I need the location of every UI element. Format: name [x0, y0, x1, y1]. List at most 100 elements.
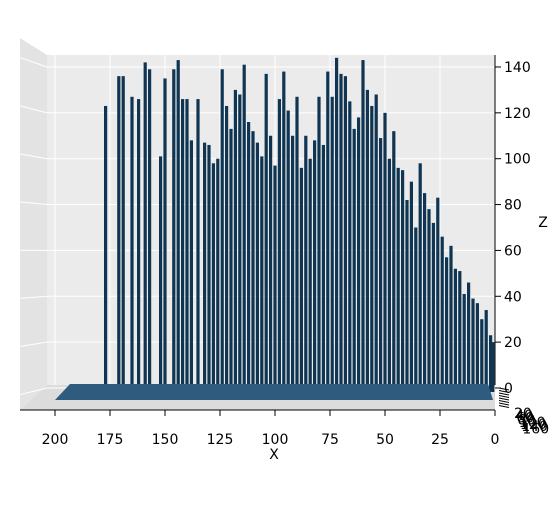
bar	[321, 144, 325, 392]
bar	[121, 76, 125, 392]
bar	[365, 89, 369, 392]
bar	[185, 99, 189, 392]
bar	[370, 105, 374, 392]
bar	[423, 193, 427, 392]
z-tick-label: 20	[504, 335, 522, 351]
bar	[255, 142, 259, 392]
bar	[203, 142, 207, 392]
bars	[104, 57, 495, 393]
bar	[330, 96, 334, 392]
bar	[229, 128, 233, 393]
bar	[148, 69, 152, 392]
bar	[436, 197, 440, 392]
bar	[295, 96, 299, 392]
bar	[401, 170, 405, 392]
x-tick-label: 50	[376, 432, 394, 448]
bar	[117, 76, 121, 392]
bar	[392, 131, 396, 392]
bar	[453, 268, 457, 392]
grid-line-z-side	[19, 341, 48, 347]
bar	[260, 156, 264, 392]
y-tick-label: 140	[521, 419, 548, 435]
bar	[163, 78, 167, 392]
y-tick-mark	[498, 397, 510, 401]
bar	[475, 303, 479, 392]
bar	[357, 117, 361, 393]
z-tick-label: 80	[504, 198, 522, 214]
bar	[308, 158, 312, 392]
bar	[216, 158, 220, 392]
bar	[273, 165, 277, 392]
bar	[335, 57, 339, 393]
x-tick-label: 100	[262, 432, 289, 448]
bar	[409, 181, 413, 392]
bar	[379, 138, 383, 392]
x-tick-label: 75	[321, 432, 339, 448]
bar	[462, 293, 466, 392]
grid-line-z-side	[19, 201, 48, 206]
grid-line-z-side	[19, 387, 48, 396]
bar	[484, 310, 488, 392]
bar	[172, 69, 176, 392]
bar	[130, 96, 134, 392]
z-tick-label: 120	[504, 106, 531, 122]
y-tick-label: 160	[522, 421, 549, 437]
bar	[207, 144, 211, 392]
bar	[143, 62, 147, 392]
bar	[491, 342, 495, 392]
bar	[489, 335, 493, 392]
bar	[361, 60, 365, 392]
y-tick-mark	[498, 402, 510, 406]
z-tick-label: 140	[504, 60, 531, 76]
bar	[277, 99, 281, 392]
bar	[480, 319, 484, 392]
bar	[264, 73, 268, 392]
left-pane	[20, 38, 47, 410]
y-tick-label: 40	[515, 408, 533, 424]
y-tick-mark	[498, 390, 510, 393]
grid-line-z-side	[19, 105, 48, 114]
x-tick-label: 200	[42, 432, 69, 448]
bar	[104, 105, 108, 392]
bar	[269, 135, 273, 392]
bar	[418, 163, 422, 392]
y-tick-label: 60	[516, 410, 534, 426]
x-tick-label: 150	[152, 432, 179, 448]
z-tick-label: 40	[504, 289, 522, 305]
bar	[291, 135, 295, 392]
bar	[233, 89, 237, 392]
bar	[387, 158, 391, 392]
bar	[159, 156, 163, 392]
bar	[383, 112, 387, 392]
bar	[181, 99, 185, 392]
bar	[189, 140, 193, 392]
bar	[431, 222, 435, 392]
bar	[247, 122, 251, 393]
grid-line-z-side	[19, 295, 48, 299]
bar	[339, 73, 343, 392]
bar	[348, 101, 352, 392]
grid-line-z-side	[19, 57, 48, 68]
y-tick-label: 100	[519, 415, 546, 431]
bar	[414, 227, 418, 392]
bar	[286, 110, 290, 392]
y-tick-mark	[498, 405, 510, 408]
bar	[225, 105, 229, 392]
y-tick-label: 120	[520, 417, 547, 433]
bar	[282, 71, 286, 392]
x-tick-label: 125	[207, 432, 234, 448]
x-tick-label: 0	[491, 432, 500, 448]
bar	[326, 71, 330, 392]
bar	[440, 236, 444, 392]
bar	[304, 135, 308, 392]
bar	[251, 131, 255, 392]
y-tick-label: 20	[514, 406, 532, 422]
bar	[176, 60, 180, 392]
bar	[196, 99, 200, 392]
bar	[343, 76, 347, 392]
bar	[137, 99, 141, 392]
y-tick-mark	[498, 387, 510, 391]
grid-line-z-side	[19, 153, 48, 160]
